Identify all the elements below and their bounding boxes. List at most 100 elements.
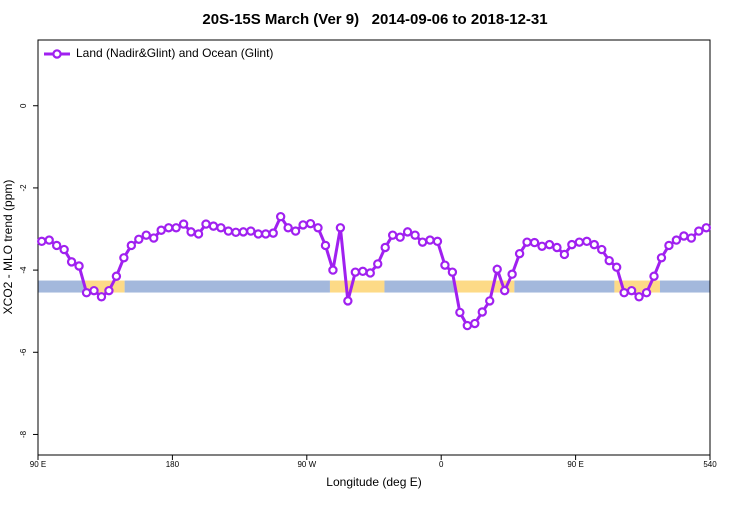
data-point: [604, 255, 614, 266]
data-point: [141, 230, 151, 240]
surface-band-segment: [124, 280, 330, 293]
data-point: [328, 265, 338, 275]
data-point: [216, 223, 226, 233]
data-point: [626, 285, 637, 296]
data-point: [611, 262, 622, 272]
y-tick-label: -8: [19, 430, 28, 438]
data-point: [298, 220, 308, 230]
data-point: [253, 229, 263, 239]
data-point: [552, 242, 562, 253]
data-point: [425, 235, 435, 245]
data-point: [582, 236, 592, 247]
data-point: [283, 223, 293, 233]
data-point: [313, 223, 323, 233]
data-point: [671, 235, 682, 245]
data-point: [51, 240, 62, 251]
data-point: [447, 267, 458, 277]
data-point: [574, 237, 585, 247]
data-point: [365, 268, 375, 278]
data-point: [201, 219, 211, 229]
data-point: [193, 229, 204, 239]
data-point: [66, 257, 77, 267]
x-tick-label: 90 W: [297, 460, 316, 469]
data-point: [126, 240, 137, 251]
data-point: [261, 229, 271, 239]
data-point: [74, 261, 84, 271]
data-point: [679, 231, 689, 241]
data-point: [290, 226, 301, 236]
legend-label: Land (Nadir&Glint) and Ocean (Glint): [76, 46, 273, 60]
data-point: [619, 287, 629, 298]
data-point: [559, 249, 570, 260]
data-point: [641, 287, 652, 298]
surface-band-segment: [38, 280, 86, 293]
data-point: [44, 235, 54, 245]
y-tick-label: -4: [19, 266, 28, 274]
y-tick-label: -6: [19, 348, 28, 356]
data-point: [350, 267, 361, 277]
data-point: [507, 269, 517, 279]
data-point: [104, 285, 114, 296]
data-point: [343, 296, 353, 306]
x-tick-label: 0: [439, 460, 444, 469]
y-tick-label: -2: [19, 184, 28, 192]
data-point: [238, 227, 249, 237]
data-point: [37, 236, 47, 247]
surface-band-segment: [329, 280, 385, 293]
data-point: [634, 292, 644, 302]
x-tick-label: 90 E: [30, 460, 46, 469]
data-point: [432, 236, 443, 247]
data-point: [499, 285, 510, 296]
x-tick-label: 90 E: [567, 460, 583, 469]
plot-frame: [37, 39, 711, 456]
data-point: [694, 226, 704, 236]
x-axis-label: Longitude (deg E): [326, 475, 421, 489]
data-point: [320, 240, 331, 251]
data-point: [246, 226, 256, 236]
data-point: [111, 271, 122, 281]
data-point: [514, 248, 525, 259]
data-point: [462, 320, 473, 331]
data-point: [492, 264, 502, 274]
data-point: [335, 223, 346, 233]
data-point: [231, 227, 241, 237]
data-point: [275, 211, 286, 222]
data-point: [701, 223, 711, 233]
data-point: [387, 230, 398, 240]
data-point: [395, 232, 405, 242]
data-point: [171, 223, 181, 233]
data-point: [156, 225, 166, 235]
data-point: [664, 240, 674, 251]
data-point: [223, 226, 234, 236]
data-point: [134, 234, 144, 244]
data-point: [59, 244, 69, 255]
surface-band-segment: [514, 280, 615, 293]
data-point: [522, 237, 532, 247]
data-point: [81, 287, 92, 298]
data-point: [208, 221, 219, 231]
data-point: [544, 239, 555, 250]
legend-marker: [52, 49, 62, 59]
data-point: [380, 242, 390, 253]
data-point: [537, 241, 547, 251]
data-point: [186, 227, 196, 237]
data-point: [440, 260, 450, 270]
surface-band-segment: [384, 280, 455, 293]
data-point: [163, 223, 174, 233]
data-point: [178, 219, 189, 229]
data-point: [119, 253, 129, 263]
data-point: [597, 244, 607, 255]
surface-band-segment: [454, 280, 515, 293]
data-point: [686, 233, 697, 243]
data-point: [529, 237, 540, 248]
data-point: [358, 266, 368, 277]
x-tick-label: 540: [703, 460, 717, 469]
y-axis-label: XCO2 - MLO trend (ppm): [1, 180, 15, 315]
chart-title: 20S-15S March (Ver 9) 2014-09-06 to 2018…: [202, 11, 547, 28]
data-point: [96, 292, 107, 302]
y-tick-label: 0: [19, 103, 28, 108]
data-point: [649, 271, 659, 281]
data-point: [567, 239, 577, 250]
x-tick-label: 180: [166, 460, 180, 469]
